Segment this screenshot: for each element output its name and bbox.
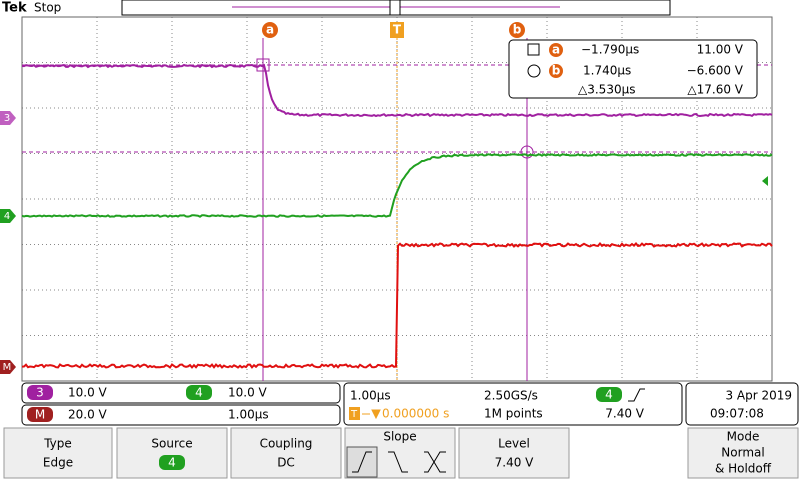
- menu-source-label: Source: [151, 437, 192, 451]
- ch4-badge: [186, 385, 212, 400]
- menu: Type Edge Source 4 Coupling DC Slope Lev…: [3, 427, 799, 479]
- acq-status: Stop: [34, 1, 61, 15]
- menu-mode-value: Normal: [721, 446, 764, 460]
- ch3-badge: [27, 385, 53, 400]
- cursor-b-point: [520, 145, 534, 159]
- cursor-a-point: [256, 58, 270, 72]
- vertical-status: [21, 382, 341, 404]
- menu-slope-label: Slope: [383, 430, 416, 444]
- readout-b-value: −6.600 V: [687, 64, 744, 78]
- math-scale: 20.0 V: [68, 408, 108, 422]
- menu-source[interactable]: [116, 427, 228, 479]
- ch4-scale: 10.0 V: [228, 386, 268, 400]
- cursor-a-badge: [262, 22, 278, 38]
- menu-level-label: Level: [498, 437, 530, 451]
- time: 09:07:08: [710, 407, 764, 421]
- ch4-badge-label: 4: [195, 386, 203, 400]
- menu-source-badge: [159, 455, 185, 470]
- menu-level-value: 7.40 V: [495, 456, 535, 470]
- menu-type[interactable]: [3, 427, 113, 479]
- brand: Tek: [2, 1, 27, 16]
- cursor-b-symbol: [527, 64, 541, 78]
- trigger-pos-icon: T: [350, 409, 358, 420]
- ch3-waveform: [21, 63, 773, 118]
- math-time: 1.00µs: [228, 408, 269, 422]
- trigger-slope-icon: [628, 388, 645, 402]
- ch4-marker-label: 4: [4, 211, 10, 222]
- record-marker: [389, 0, 401, 16]
- trigger-source-badge: [596, 387, 622, 402]
- menu-mode-label: Mode: [727, 430, 760, 444]
- math-badge-label: M: [35, 408, 45, 422]
- menu-type-value: Edge: [43, 456, 73, 470]
- readout-a-badge: [549, 43, 563, 57]
- menu-level[interactable]: [458, 427, 570, 479]
- trigger-position: 0.000000 s: [382, 407, 449, 421]
- cursor-a-label: a: [266, 23, 274, 37]
- menu-type-label: Type: [43, 437, 72, 451]
- readout-b-badge: [549, 64, 563, 78]
- menu-coupling-value: DC: [277, 456, 295, 470]
- readout-delta-time: △3.530µs: [578, 83, 635, 97]
- slope-rising-icon: [352, 451, 372, 473]
- readout-a-value: 11.00 V: [697, 43, 744, 57]
- cursor-readout: [508, 39, 758, 99]
- trigger-pos-arrow: [362, 409, 381, 420]
- trigger-level: 7.40 V: [605, 407, 645, 421]
- readout-a-label: a: [552, 43, 560, 57]
- math-status: [21, 404, 341, 426]
- ch3-marker: [0, 111, 16, 125]
- cursor-a-symbol: [527, 43, 540, 56]
- ch3-marker-label: 3: [4, 113, 10, 124]
- date: 3 Apr 2019: [725, 389, 792, 403]
- readout-b-label: b: [552, 64, 561, 78]
- slope-falling-icon[interactable]: [388, 451, 408, 473]
- trigger-badge: [390, 22, 404, 38]
- record-length: 1M points: [484, 407, 543, 421]
- ch4-waveform: [21, 153, 773, 218]
- math-waveform: [21, 241, 773, 369]
- math-badge: [27, 407, 53, 422]
- menu-coupling-label: Coupling: [260, 437, 313, 451]
- menu-mode-value: & Holdoff: [715, 462, 772, 476]
- math-marker: [0, 360, 16, 374]
- math-marker-label: M: [3, 362, 12, 373]
- trigger-source: 4: [605, 388, 613, 402]
- trigger-label: T: [393, 23, 402, 37]
- menu-source-value: 4: [168, 456, 176, 470]
- ch3-badge-label: 3: [36, 386, 44, 400]
- slope-either-icon[interactable]: [424, 451, 446, 473]
- cursor-b-label: b: [513, 23, 522, 37]
- graticule-frame: [21, 16, 773, 382]
- readout-a-time: −1.790µs: [581, 43, 639, 57]
- menu-coupling[interactable]: [230, 427, 342, 479]
- cursor-b-badge: [509, 22, 525, 38]
- trigger-pos-badge: [349, 407, 360, 420]
- trigger-level-marker: [762, 176, 768, 186]
- ch4-marker: [0, 209, 16, 223]
- menu-mode[interactable]: [687, 427, 799, 479]
- timebase: 1.00µs: [350, 389, 391, 403]
- sample-rate: 2.50GS/s: [484, 389, 538, 403]
- clock: [685, 382, 799, 426]
- ch3-scale: 10.0 V: [68, 386, 108, 400]
- readout-delta-value: △17.60 V: [687, 83, 743, 97]
- readout-b-time: 1.740µs: [583, 64, 631, 78]
